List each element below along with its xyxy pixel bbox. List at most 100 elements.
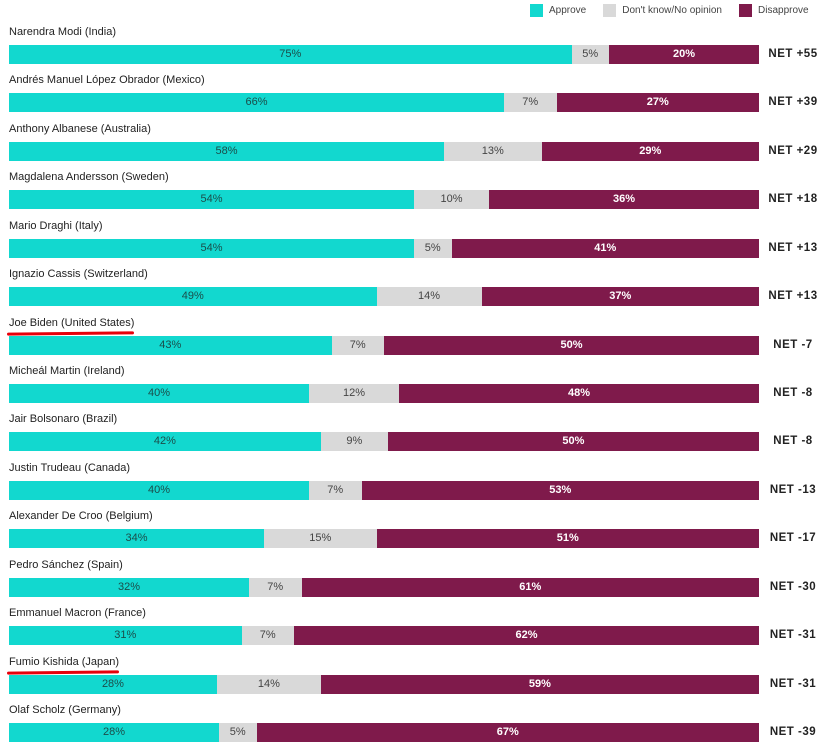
leader-country: (Mexico) [159,74,205,86]
net-score: NET +39 [768,96,818,108]
bar-neutral: 14% [376,287,482,306]
leader-name: Narendra Modi [9,26,82,38]
leader-name: Anthony Albanese [9,123,98,135]
legend-swatch-disapprove [739,4,752,17]
row-label: Emmanuel Macron (France) [9,605,146,621]
leader-country: (Belgium) [102,510,153,522]
legend-item-approve: Approve [530,4,586,17]
leader-name: Mario Draghi [9,220,72,232]
row-label: Alexander De Croo (Belgium) [9,508,153,524]
leader-name: Justin Trudeau [9,462,82,474]
bar-approve: 58% [9,142,444,161]
leader-name: Olaf Scholz [9,704,66,716]
net-score: NET +13 [768,290,818,302]
bar-neutral: 7% [504,93,557,112]
bar-neutral: 9% [320,432,388,451]
bar-approve: 40% [9,481,309,500]
bar-approve: 31% [9,626,242,645]
leader-name: Jair Bolsonaro [9,413,80,425]
leader-country: (Italy) [71,220,103,232]
row-label: Andrés Manuel López Obrador (Mexico) [9,72,205,88]
leader-name: Fumio Kishida [9,656,79,668]
net-score: NET -31 [769,629,817,641]
row-label: Pedro Sánchez (Spain) [9,557,123,573]
leader-country: (Germany) [65,704,121,716]
legend-item-disapprove: Disapprove [739,4,809,17]
leader-name: Joe Biden [9,317,58,329]
bar-approve: 66% [9,93,504,112]
row-label: Narendra Modi (India) [9,24,116,40]
bar-neutral: 15% [264,529,377,548]
net-score: NET +13 [768,242,818,254]
bar-disapprove: 20% [609,45,759,64]
leader-name: Micheál Martin [9,365,81,377]
bar-approve: 75% [9,45,572,64]
net-score: NET -8 [773,387,813,399]
net-score: NET -17 [769,532,817,544]
bar-disapprove: 48% [399,384,759,403]
bar-neutral: 12% [309,384,399,403]
leader-name: Emmanuel Macron [9,607,102,619]
bar-approve: 34% [9,529,264,548]
bar-neutral: 7% [249,578,302,597]
leader-country: (Ireland) [80,365,125,377]
bar-neutral: 14% [216,675,321,694]
leader-country: (Australia) [97,123,151,135]
row-label: Anthony Albanese (Australia) [9,121,151,137]
net-score: NET -13 [769,484,817,496]
bar-disapprove: 59% [320,675,759,694]
leader-name: Pedro Sánchez [9,559,85,571]
leader-country: (Spain) [84,559,123,571]
legend-swatch-approve [530,4,543,17]
bar-approve: 42% [9,432,321,451]
legend-label: Disapprove [758,5,809,16]
bar-neutral: 5% [219,723,257,742]
leader-name: Ignazio Cassis [9,268,81,280]
leader-country: (Sweden) [118,171,169,183]
bar-disapprove: 36% [489,190,759,209]
leader-name: Magdalena Andersson [9,171,119,183]
bar-neutral: 13% [444,142,542,161]
row-label: Jair Bolsonaro (Brazil) [9,411,117,427]
bar-disapprove: 51% [376,529,759,548]
leader-country: (Japan) [78,656,120,668]
bar-neutral: 7% [241,626,294,645]
highlight-underline [6,670,120,675]
net-score: NET -8 [773,435,813,447]
net-score: NET -30 [769,581,817,593]
row-label: Ignazio Cassis (Switzerland) [9,266,148,282]
net-score: NET +29 [768,145,818,157]
row-label: Joe Biden (United States) [9,315,134,331]
bar-disapprove: 61% [301,578,759,597]
leader-country: (Brazil) [79,413,118,425]
net-score: NET -7 [773,339,813,351]
row-label: Mario Draghi (Italy) [9,218,103,234]
bar-approve: 54% [9,190,414,209]
bar-disapprove: 50% [384,336,759,355]
bar-neutral: 10% [414,190,489,209]
bar-neutral: 5% [414,239,452,258]
leader-name: Andrés Manuel López Obrador [9,74,160,86]
legend-swatch-neutral [603,4,617,17]
legend-label: Don't know/No opinion [622,5,722,16]
row-label: Magdalena Andersson (Sweden) [9,169,169,185]
row-label: Fumio Kishida (Japan) [9,654,119,670]
legend-item-neutral: Don't know/No opinion [603,4,722,17]
row-label: Micheál Martin (Ireland) [9,363,125,379]
bar-approve: 28% [9,675,217,694]
leader-country: (India) [81,26,117,38]
net-score: NET +55 [768,48,818,60]
bar-approve: 28% [9,723,219,742]
bar-disapprove: 29% [541,142,759,161]
bar-neutral: 7% [331,336,384,355]
legend-label: Approve [549,5,587,16]
bar-disapprove: 67% [256,723,759,742]
bar-approve: 43% [9,336,332,355]
bar-approve: 32% [9,578,249,597]
row-label: Justin Trudeau (Canada) [9,460,130,476]
bar-approve: 40% [9,384,309,403]
bar-disapprove: 53% [361,481,759,500]
leader-country: (United States) [57,317,135,329]
leader-name: Alexander De Croo [9,510,103,522]
